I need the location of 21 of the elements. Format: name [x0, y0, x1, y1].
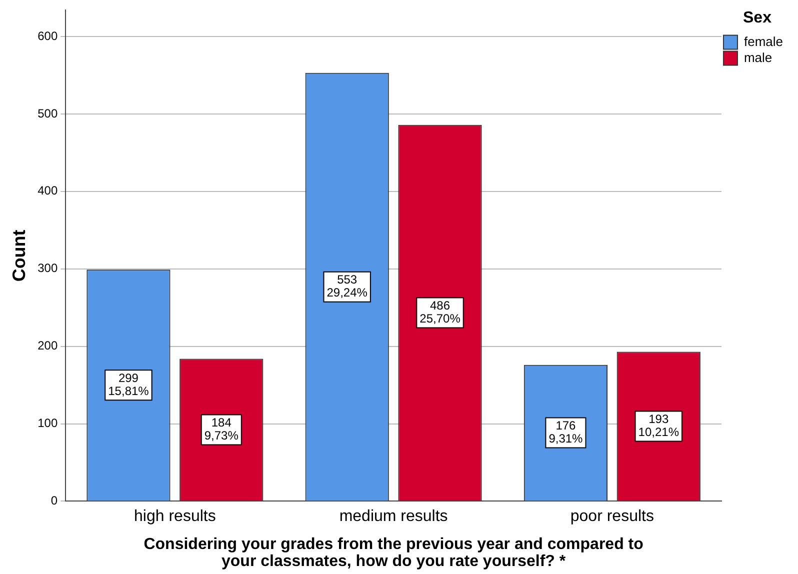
x-axis-title: Considering your grades from the previous year and compared to your classmates, how do you rate yourself? *	[144, 536, 644, 570]
x-tick-label: poor results	[570, 508, 654, 526]
y-tick-label: 300	[38, 261, 58, 276]
data-label: 486 25,70%	[420, 298, 461, 326]
legend-label: female	[744, 34, 784, 49]
y-tick-label: 0	[50, 494, 58, 508]
legend-label: male	[744, 50, 772, 65]
y-tick-label: 200	[38, 338, 58, 353]
data-label: 184 9,73%	[204, 416, 239, 443]
data-label: 176 9,31%	[548, 418, 584, 446]
y-tick-label: 600	[38, 28, 58, 43]
y-tick-label: 400	[38, 184, 58, 198]
y-axis-title: Count	[8, 230, 29, 282]
x-tick-label: high results	[134, 508, 216, 526]
y-tick-label: 100	[38, 416, 58, 430]
data-label: 299 15,81%	[108, 370, 150, 398]
x-tick-label: medium results	[339, 508, 448, 526]
data-label: 553 29,24%	[326, 272, 368, 300]
legend-title: Sex	[743, 9, 772, 26]
data-label: 193 10,21%	[638, 412, 680, 440]
y-tick-label: 500	[38, 106, 58, 120]
